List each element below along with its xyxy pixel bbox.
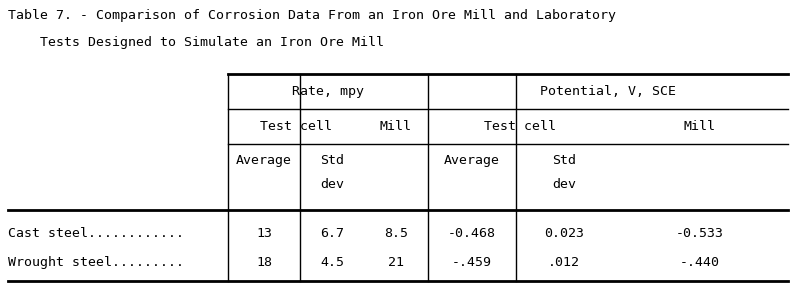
Text: Average: Average xyxy=(444,155,500,167)
Text: -.459: -.459 xyxy=(452,256,492,269)
Text: 6.7: 6.7 xyxy=(320,227,344,240)
Text: Rate, mpy: Rate, mpy xyxy=(292,85,364,98)
Text: 4.5: 4.5 xyxy=(320,256,344,269)
Text: Table 7. - Comparison of Corrosion Data From an Iron Ore Mill and Laboratory: Table 7. - Comparison of Corrosion Data … xyxy=(8,9,616,22)
Text: Test cell: Test cell xyxy=(484,120,556,133)
Text: 8.5: 8.5 xyxy=(384,227,408,240)
Text: dev: dev xyxy=(320,178,344,191)
Text: Potential, V, SCE: Potential, V, SCE xyxy=(540,85,676,98)
Text: 21: 21 xyxy=(388,256,404,269)
Text: Tests Designed to Simulate an Iron Ore Mill: Tests Designed to Simulate an Iron Ore M… xyxy=(8,36,384,49)
Text: -0.468: -0.468 xyxy=(448,227,496,240)
Text: Std: Std xyxy=(552,155,576,167)
Text: Wrought steel.........: Wrought steel......... xyxy=(8,256,184,269)
Text: 0.023: 0.023 xyxy=(544,227,584,240)
Text: Average: Average xyxy=(236,155,292,167)
Text: 18: 18 xyxy=(256,256,272,269)
Text: Std: Std xyxy=(320,155,344,167)
Text: -.440: -.440 xyxy=(680,256,720,269)
Text: Mill: Mill xyxy=(380,120,412,133)
Text: dev: dev xyxy=(552,178,576,191)
Text: Test cell: Test cell xyxy=(260,120,332,133)
Text: Mill: Mill xyxy=(684,120,716,133)
Text: .012: .012 xyxy=(548,256,580,269)
Text: -0.533: -0.533 xyxy=(676,227,724,240)
Text: Cast steel............: Cast steel............ xyxy=(8,227,184,240)
Text: 13: 13 xyxy=(256,227,272,240)
